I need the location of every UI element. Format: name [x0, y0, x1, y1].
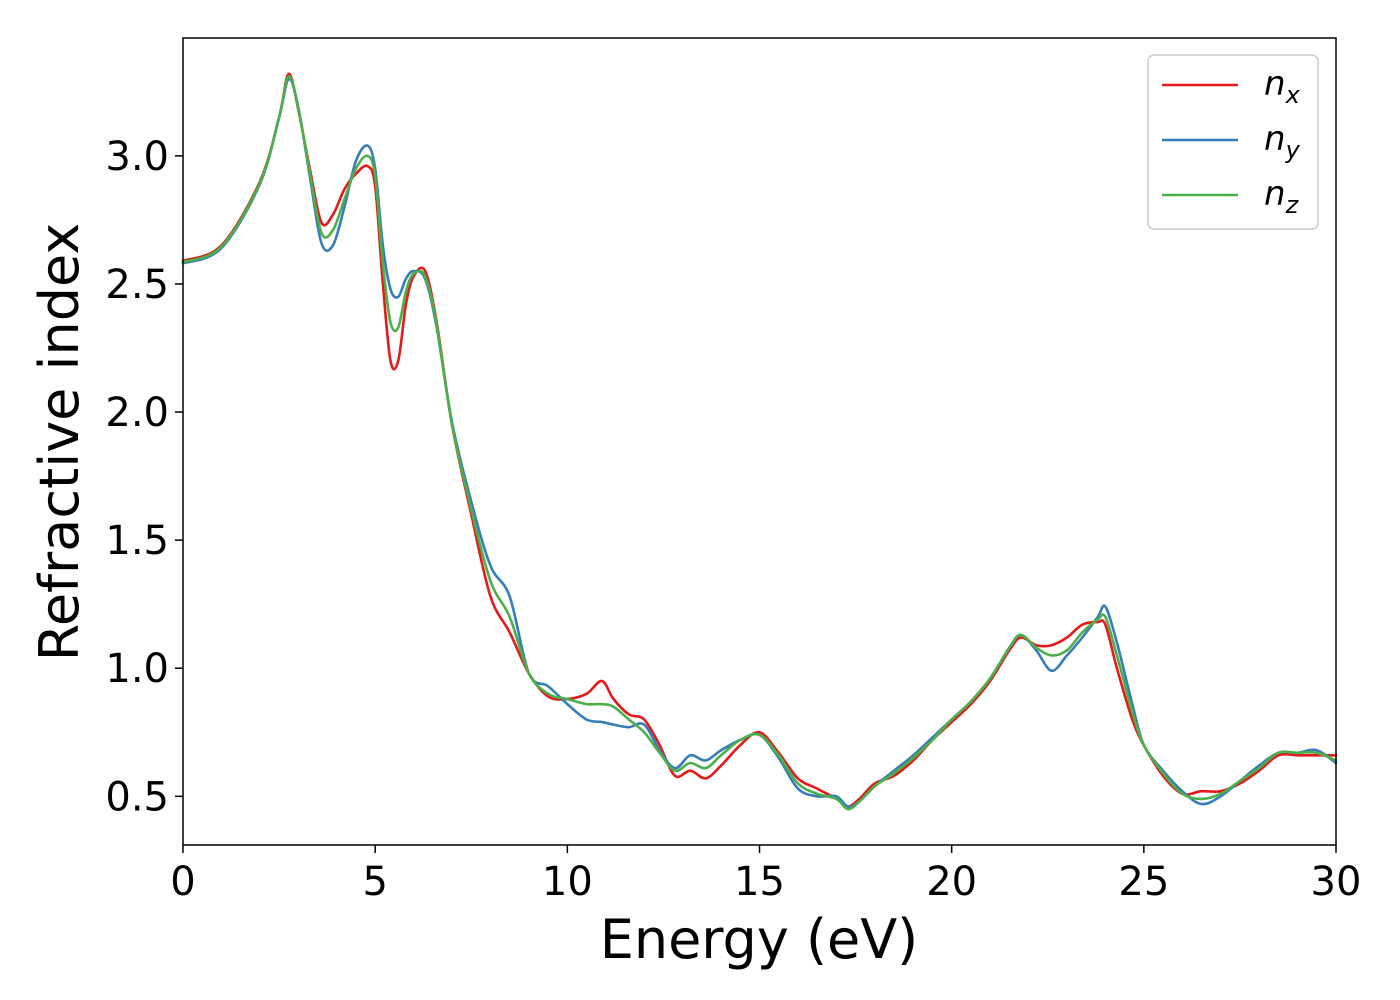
legend-label-ny: ny: [1264, 119, 1301, 164]
y-tick-label: 1.5: [105, 518, 169, 564]
x-tick-label: 5: [362, 859, 387, 905]
y-axis-ticks: 0.5 1.0 1.5 2.0 2.5 3.0: [105, 134, 183, 820]
legend-label-base: n: [1264, 64, 1286, 104]
plot-frame: [182, 37, 1337, 846]
series-line-nz: [181, 75, 1338, 811]
legend-label-base: n: [1264, 119, 1286, 159]
series-lines: [181, 72, 1338, 811]
y-tick-label: 2.5: [105, 262, 169, 308]
x-axis-title: Energy (eV): [600, 908, 919, 971]
x-tick-label: 30: [1311, 859, 1362, 905]
legend-box: [1147, 54, 1319, 230]
series-line-ny: [181, 77, 1338, 809]
legend-label-subscript: y: [1285, 136, 1301, 164]
y-tick-label: 1.0: [105, 646, 169, 692]
legend-label-nz: nz: [1264, 174, 1300, 219]
legend-label-base: n: [1264, 174, 1286, 214]
x-tick-label: 20: [926, 859, 977, 905]
y-tick-label: 0.5: [105, 774, 169, 820]
y-axis-title: Refractive index: [28, 223, 91, 662]
x-tick-label: 15: [734, 859, 785, 905]
y-tick-label: 2.0: [105, 390, 169, 436]
x-tick-label: 25: [1118, 859, 1169, 905]
legend-label-nx: nx: [1264, 64, 1301, 109]
x-tick-label: 0: [170, 859, 195, 905]
legend-label-subscript: x: [1285, 81, 1301, 109]
legend-label-subscript: z: [1285, 191, 1300, 219]
x-tick-label: 10: [542, 859, 593, 905]
x-axis-ticks: 0 5 10 15 20 25 30: [170, 845, 1361, 905]
y-tick-label: 3.0: [105, 134, 169, 180]
